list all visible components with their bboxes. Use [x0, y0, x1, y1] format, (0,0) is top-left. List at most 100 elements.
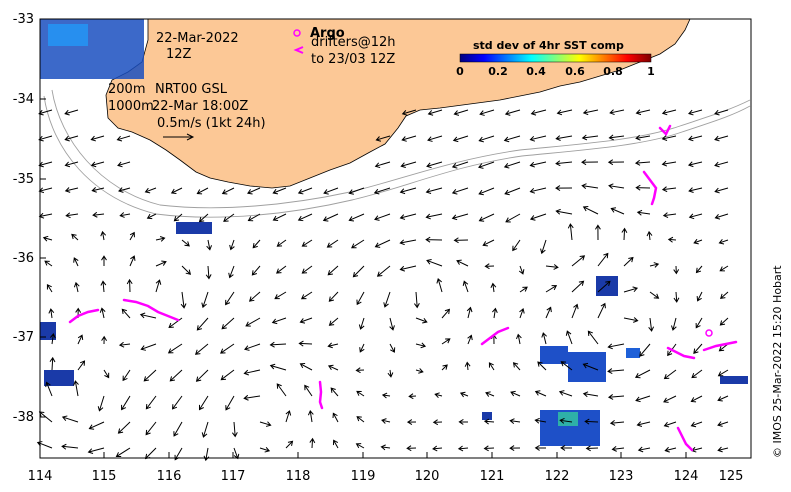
- current-arrow: [401, 109, 417, 116]
- colorbar-tick: 0: [456, 65, 464, 78]
- sst-patch: [176, 222, 212, 234]
- current-arrow: [415, 317, 428, 324]
- current-arrow: [529, 135, 547, 142]
- current-arrow: [155, 279, 162, 293]
- current-arrow: [117, 161, 131, 168]
- current-arrow: [399, 265, 417, 272]
- current-arrow: [425, 236, 443, 243]
- current-arrow: [383, 291, 391, 308]
- isobath-label-1000m: 1000m: [108, 99, 154, 114]
- current-arrow: [252, 239, 261, 249]
- current-arrow: [129, 231, 135, 241]
- current-arrow: [129, 255, 136, 267]
- current-arrow: [661, 186, 677, 193]
- current-arrow: [453, 109, 469, 116]
- sst-patch: [44, 370, 74, 386]
- colorbar-tick: 0.2: [488, 65, 508, 78]
- current-arrow: [555, 160, 573, 167]
- current-arrow: [529, 213, 547, 221]
- current-arrow: [719, 317, 729, 326]
- current-arrow: [597, 302, 606, 319]
- current-arrow: [519, 308, 525, 319]
- current-arrow: [301, 239, 313, 247]
- current-arrow: [399, 213, 417, 220]
- x-tick-label: 114: [27, 469, 53, 484]
- sst-patch: [482, 412, 492, 420]
- current-arrow: [413, 291, 420, 309]
- current-arrow: [374, 161, 391, 169]
- current-arrow: [695, 317, 703, 329]
- x-tick-label: 122: [544, 469, 570, 484]
- current-arrow: [540, 239, 547, 255]
- current-arrow: [717, 369, 729, 377]
- current-arrow: [607, 394, 625, 400]
- current-arrow: [322, 213, 339, 222]
- current-arrow: [478, 135, 495, 143]
- sst-patch: [48, 24, 88, 46]
- current-arrow: [100, 280, 107, 293]
- current-arrow: [695, 265, 703, 274]
- current-arrow: [690, 421, 703, 428]
- current-arrow: [505, 213, 521, 223]
- current-arrow: [667, 236, 677, 243]
- current-arrow: [155, 236, 166, 242]
- current-arrow: [375, 135, 391, 142]
- current-arrow: [693, 238, 703, 245]
- sst-patch: [596, 276, 618, 296]
- current-arrow: [145, 421, 157, 436]
- current-arrow: [180, 291, 187, 309]
- current-arrow: [581, 134, 599, 141]
- current-arrow: [115, 447, 131, 458]
- isobaths: [43, 89, 751, 218]
- sst-patch: [720, 376, 748, 384]
- drifter-track: [68, 308, 100, 324]
- current-arrow: [90, 161, 105, 168]
- current-arrow: [355, 443, 365, 449]
- product-label: NRT00 GSL: [155, 82, 227, 97]
- current-arrow: [171, 395, 183, 410]
- current-arrow: [582, 391, 599, 398]
- current-arrow: [61, 415, 79, 423]
- current-arrow: [352, 265, 365, 278]
- current-arrow: [297, 213, 313, 222]
- current-arrow: [717, 395, 729, 402]
- current-arrow: [327, 364, 339, 371]
- current-arrow: [509, 445, 521, 452]
- current-arrow: [610, 207, 625, 215]
- current-arrow: [571, 280, 585, 293]
- current-arrow: [71, 233, 79, 241]
- current-arrow: [714, 187, 729, 194]
- current-arrow: [73, 380, 79, 397]
- drifter-track: [122, 298, 180, 322]
- current-arrow: [77, 360, 86, 371]
- current-arrow: [427, 109, 443, 116]
- current-arrow: [247, 187, 261, 195]
- colorbar-tick: 0.8: [603, 65, 623, 78]
- current-arrow: [221, 187, 235, 195]
- current-arrow: [121, 308, 131, 319]
- current-arrow: [582, 109, 599, 116]
- current-arrow: [426, 258, 443, 267]
- current-arrow: [49, 356, 56, 371]
- current-vectors: [36, 109, 729, 462]
- credit-text: © IMOS 25-Mar-2022 15:20 Hobart: [771, 265, 784, 458]
- drifters-label-line2: to 23/03 12Z: [311, 52, 396, 67]
- current-arrow: [661, 109, 677, 116]
- axis-ticks: [39, 18, 752, 458]
- current-arrow: [488, 362, 495, 371]
- current-arrow: [196, 187, 209, 195]
- current-arrow: [483, 418, 495, 425]
- current-arrow: [623, 317, 639, 323]
- current-arrow: [529, 161, 547, 168]
- x-tick-label: 123: [608, 469, 634, 484]
- current-arrow: [332, 439, 339, 449]
- current-arrow: [478, 161, 495, 169]
- colorbar: [459, 53, 652, 63]
- current-arrow: [466, 306, 473, 319]
- current-arrow: [299, 317, 313, 324]
- drifter-track: [702, 340, 738, 352]
- current-arrow: [139, 312, 157, 319]
- y-tick-label: -37: [12, 330, 34, 345]
- current-arrow: [545, 264, 559, 270]
- drifters-label-line1: drifters@12h: [311, 35, 396, 50]
